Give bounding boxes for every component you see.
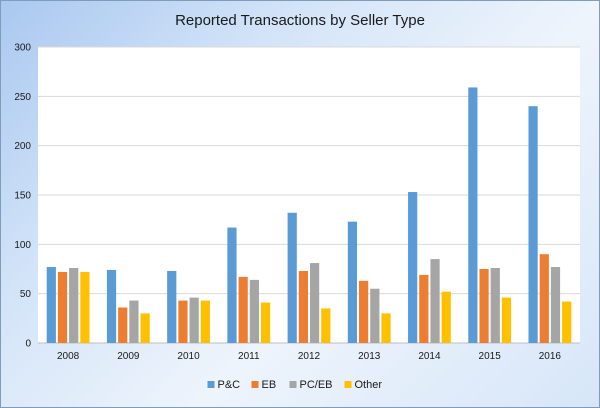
x-tick-label: 2015 <box>479 351 502 362</box>
x-tick-label: 2013 <box>358 351 381 362</box>
x-tick-label: 2011 <box>238 351 260 362</box>
legend-label: PC/EB <box>300 379 333 391</box>
legend-label: P&C <box>218 379 241 391</box>
y-tick-label: 0 <box>25 339 31 350</box>
bar-other-2008 <box>80 271 90 343</box>
x-tick-label: 2010 <box>177 351 200 362</box>
bar-p-c-2015 <box>468 87 478 343</box>
legend-swatch <box>344 381 352 388</box>
x-tick-label: 2016 <box>539 351 562 362</box>
bar-pc-eb-2016 <box>550 267 561 343</box>
legend-swatch <box>251 381 259 388</box>
x-tick-label: 2008 <box>57 351 80 362</box>
legend-swatch <box>207 381 215 388</box>
bar-pc-eb-2008 <box>69 268 79 343</box>
bar-pc-eb-2012 <box>310 263 320 343</box>
y-tick-label: 50 <box>20 289 32 300</box>
bar-eb-2008 <box>57 271 68 343</box>
y-tick-label: 150 <box>14 191 31 202</box>
bar-p-c-2010 <box>167 270 177 343</box>
bars <box>46 87 572 343</box>
x-tick-label: 2009 <box>117 351 140 362</box>
bar-eb-2011 <box>238 276 248 343</box>
bar-p-c-2009 <box>106 269 117 343</box>
bar-eb-2015 <box>479 269 489 343</box>
bar-eb-2016 <box>539 254 549 343</box>
bar-other-2011 <box>260 302 271 343</box>
bar-other-2010 <box>200 300 210 343</box>
bar-other-2015 <box>501 297 512 343</box>
bar-pc-eb-2010 <box>189 297 199 343</box>
bar-other-2016 <box>562 301 572 343</box>
bar-p-c-2014 <box>408 192 418 343</box>
bar-eb-2012 <box>298 270 308 343</box>
bar-pc-eb-2009 <box>129 300 139 343</box>
bar-pc-eb-2015 <box>490 268 500 343</box>
legend-label: EB <box>262 379 277 391</box>
bar-eb-2009 <box>118 307 128 343</box>
bar-p-c-2012 <box>287 212 297 343</box>
bar-pc-eb-2014 <box>430 259 440 343</box>
bar-pc-eb-2011 <box>249 279 259 343</box>
bar-p-c-2011 <box>227 227 237 343</box>
legend-swatch <box>289 381 297 388</box>
bar-p-c-2016 <box>528 106 538 343</box>
y-tick-label: 250 <box>14 92 31 103</box>
bar-eb-2010 <box>178 300 188 343</box>
x-tick-label: 2014 <box>418 351 441 362</box>
bar-p-c-2013 <box>347 221 358 343</box>
bar-other-2012 <box>321 308 331 343</box>
bar-pc-eb-2013 <box>370 288 380 343</box>
chart-title: Reported Transactions by Seller Type <box>175 12 425 29</box>
bar-other-2013 <box>381 313 391 343</box>
y-tick-label: 300 <box>14 43 31 54</box>
x-axis-ticks: 2008 2009 2010 2011 2012 2013 2014 2015 2016 <box>57 351 561 362</box>
y-axis-ticks: 0 50 100 150 200 250 300 <box>14 43 31 350</box>
y-tick-label: 200 <box>14 141 31 152</box>
bar-eb-2014 <box>419 274 429 343</box>
bar-p-c-2008 <box>46 267 56 343</box>
x-tick-label: 2012 <box>298 351 321 362</box>
legend: P&C EB PC/EB Other <box>207 379 383 391</box>
y-tick-label: 100 <box>14 240 31 251</box>
bar-other-2014 <box>441 291 451 343</box>
gridlines <box>38 46 580 344</box>
legend-label: Other <box>355 379 383 391</box>
bar-eb-2013 <box>359 280 369 343</box>
bar-other-2009 <box>140 313 150 343</box>
